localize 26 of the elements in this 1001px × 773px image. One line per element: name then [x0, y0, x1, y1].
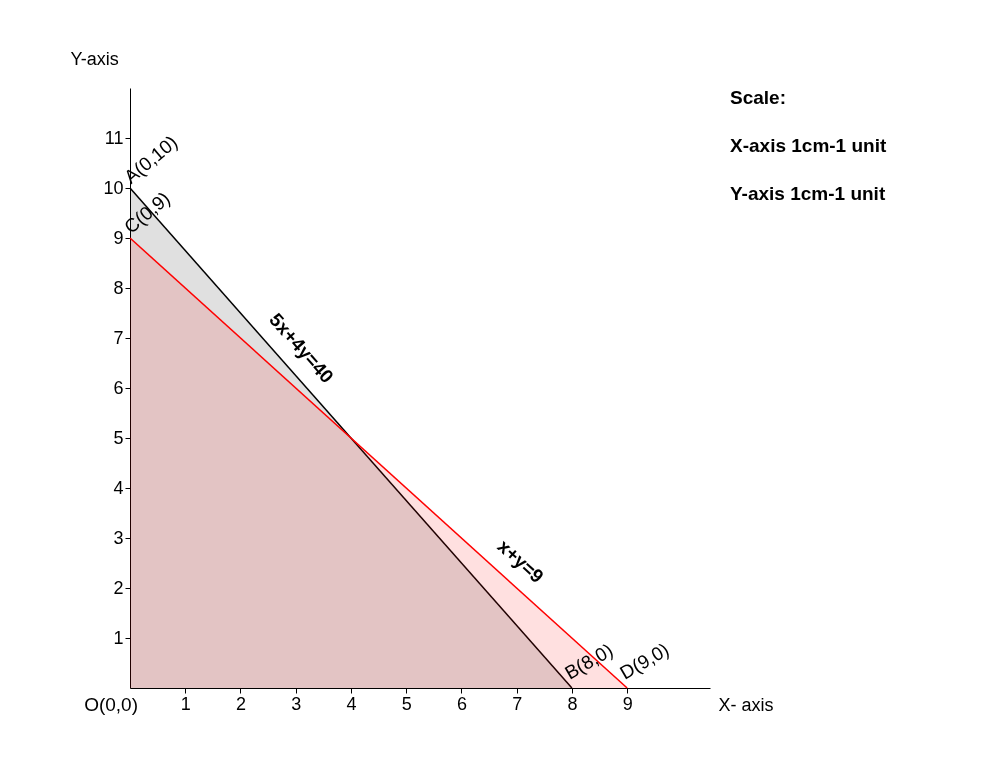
x-tick-label: 9 [622, 693, 633, 714]
x-tick-label: 3 [291, 693, 302, 714]
x-tick-label: 5 [401, 693, 412, 714]
text: Y-axis 1cm-1 unit [730, 183, 886, 204]
y-tick-label: 2 [113, 577, 124, 598]
x-tick-label: 2 [235, 693, 246, 714]
y-tick-label: 6 [113, 377, 124, 398]
text: X-axis 1cm-1 unit [730, 135, 887, 156]
annotation: O(0,0) [84, 694, 138, 715]
y-axis-title: Y-axis [70, 48, 119, 69]
x-tick-label: 7 [512, 693, 523, 714]
y-tick-label: 9 [113, 227, 124, 248]
y-tick-label: 11 [104, 127, 124, 148]
text: Scale: [730, 87, 786, 108]
x-tick-label: 8 [567, 693, 578, 714]
y-tick-label: 8 [113, 277, 124, 298]
x-tick-label: 4 [346, 693, 357, 714]
x-tick-label: 6 [456, 693, 467, 714]
x-axis-title: X- axis [718, 694, 774, 715]
y-tick-label: 5 [113, 427, 124, 448]
y-tick-label: 4 [113, 477, 124, 498]
y-tick-label: 10 [103, 177, 124, 198]
y-tick-label: 3 [113, 527, 124, 548]
y-tick-label: 7 [113, 327, 124, 348]
y-tick-label: 1 [113, 627, 124, 648]
x-tick-label: 1 [180, 693, 191, 714]
